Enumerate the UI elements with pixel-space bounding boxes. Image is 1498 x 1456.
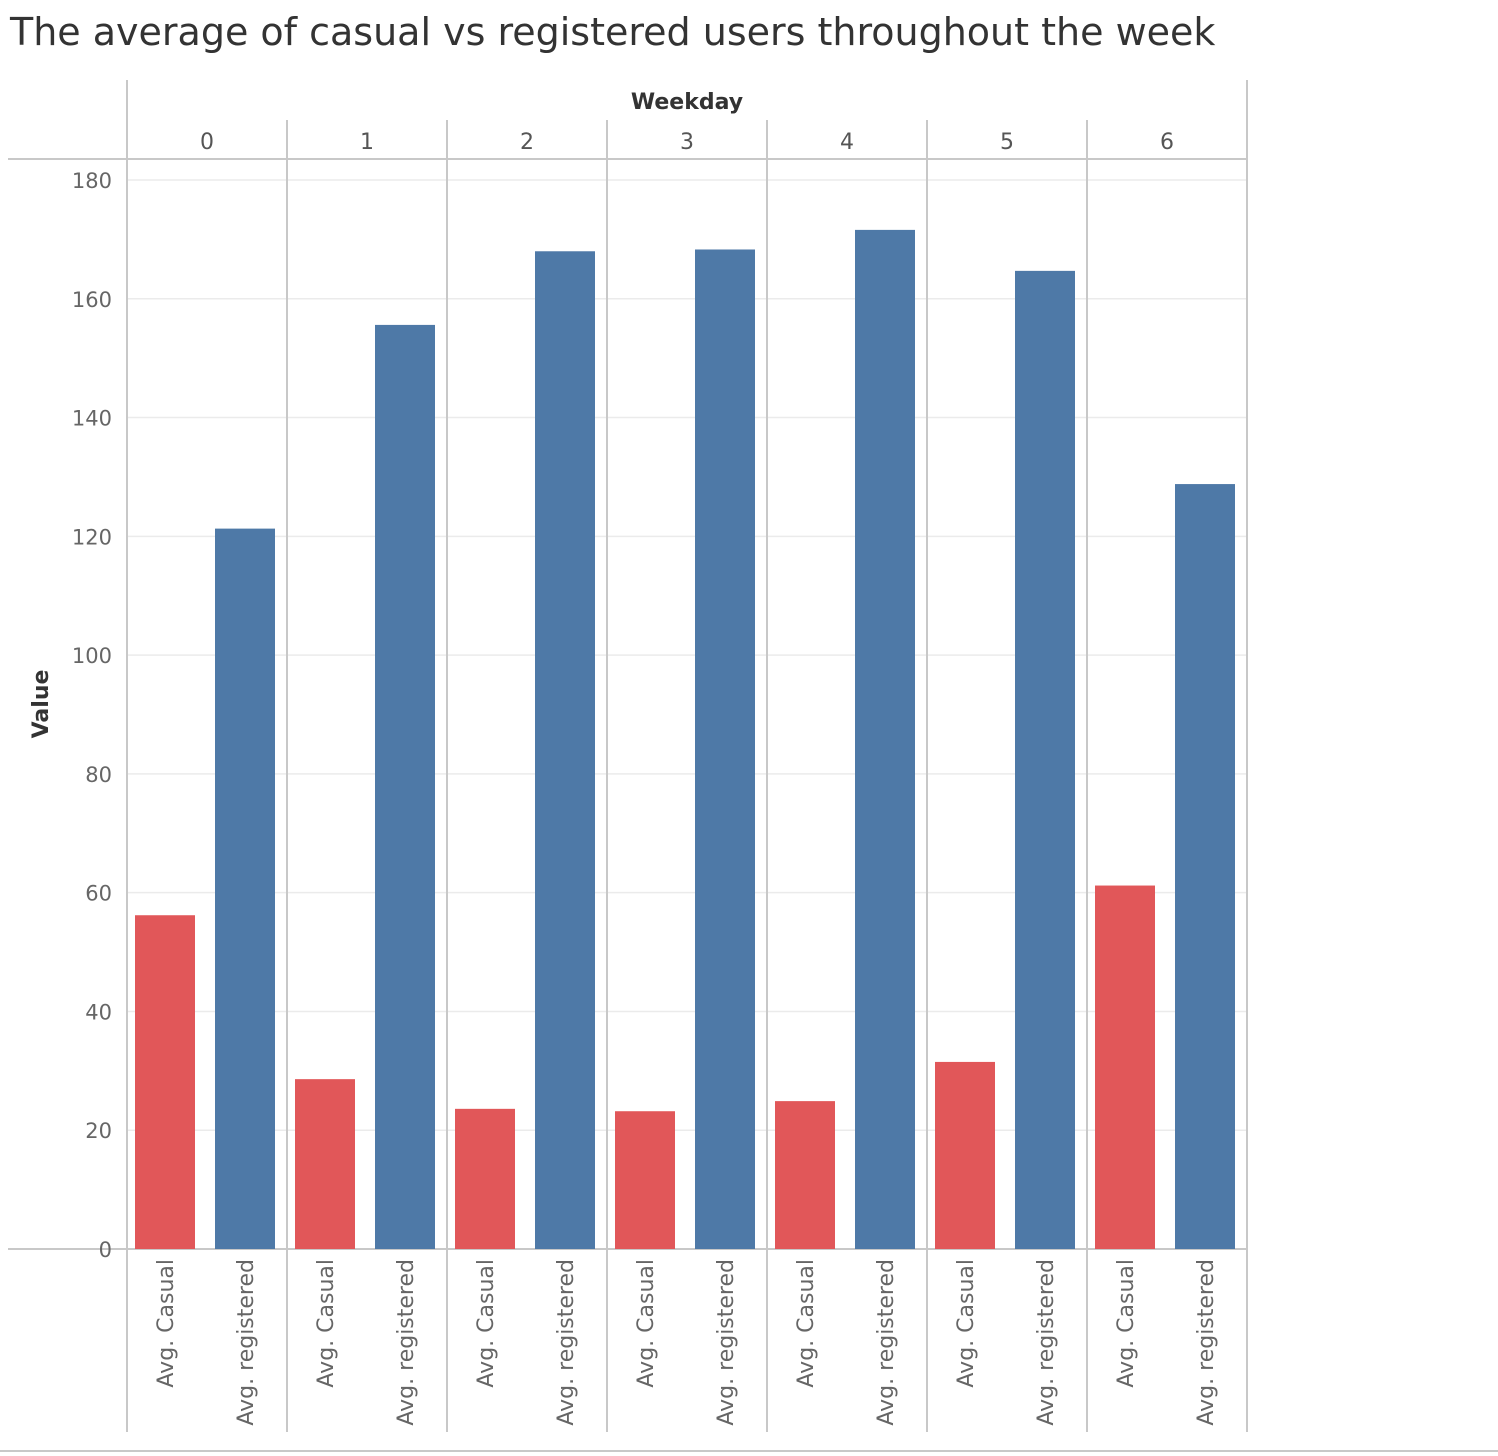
- bar-registered-weekday-3[interactable]: [695, 249, 755, 1250]
- y-tick-label: 180: [72, 169, 112, 193]
- y-tick-label: 80: [85, 763, 112, 787]
- y-tick-label: 160: [72, 288, 112, 312]
- measure-label: Avg. Casual: [1114, 1259, 1139, 1388]
- bar-registered-weekday-1[interactable]: [375, 324, 435, 1249]
- measure-label: Avg. Casual: [474, 1259, 499, 1388]
- measure-label: Avg. Casual: [154, 1259, 179, 1388]
- measure-label: Avg. registered: [1194, 1259, 1219, 1426]
- measure-label: Avg. Casual: [794, 1259, 819, 1388]
- bar-registered-weekday-6[interactable]: [1175, 484, 1235, 1249]
- y-tick-label: 40: [85, 1000, 112, 1024]
- y-tick-label: 0: [99, 1238, 112, 1262]
- bars: [135, 229, 1235, 1250]
- measure-label: Avg. Casual: [634, 1259, 659, 1388]
- bar-casual-weekday-5[interactable]: [935, 1061, 995, 1249]
- bar-registered-weekday-5[interactable]: [1015, 270, 1075, 1249]
- y-tick-label: 20: [85, 1119, 112, 1143]
- bar-casual-weekday-2[interactable]: [455, 1108, 515, 1249]
- bar-registered-weekday-2[interactable]: [535, 251, 595, 1249]
- measure-label: Avg. registered: [874, 1259, 899, 1426]
- y-tick-label: 140: [72, 407, 112, 431]
- y-axis-title: Value: [29, 670, 54, 739]
- bar-registered-weekday-0[interactable]: [215, 528, 275, 1249]
- weekday-header-4: 4: [840, 130, 854, 155]
- weekday-header-3: 3: [680, 130, 694, 155]
- y-axis: 0 20 40 60 80 100 120 140 160 180: [72, 169, 112, 1262]
- weekday-header-1: 1: [360, 130, 374, 155]
- bar-casual-weekday-6[interactable]: [1095, 885, 1155, 1249]
- measure-label: Avg. Casual: [314, 1259, 339, 1388]
- weekday-header-2: 2: [520, 130, 534, 155]
- bar-casual-weekday-1[interactable]: [295, 1079, 355, 1249]
- measure-labels: Avg. Casual Avg. registered Avg. Casual Avg…: [154, 1259, 1219, 1426]
- y-tick-label: 60: [85, 882, 112, 906]
- y-tick-label: 120: [72, 525, 112, 549]
- weekday-header-0: 0: [200, 130, 214, 155]
- bar-casual-weekday-0[interactable]: [135, 915, 195, 1249]
- bar-registered-weekday-4[interactable]: [855, 229, 915, 1250]
- bar-casual-weekday-4[interactable]: [775, 1101, 835, 1249]
- measure-label: Avg. registered: [394, 1259, 419, 1426]
- measure-label: Avg. registered: [554, 1259, 579, 1426]
- chart-title: The average of casual vs registered user…: [10, 10, 1216, 54]
- weekday-header-6: 6: [1160, 130, 1174, 155]
- weekday-headers: 0 1 2 3 4 5 6: [200, 130, 1174, 155]
- y-tick-label: 100: [72, 644, 112, 668]
- measure-label: Avg. Casual: [954, 1259, 979, 1388]
- bar-casual-weekday-3[interactable]: [615, 1111, 675, 1249]
- measure-label: Avg. registered: [234, 1259, 259, 1426]
- weekday-header-5: 5: [1000, 130, 1014, 155]
- column-header-title: Weekday: [631, 90, 743, 115]
- measure-label: Avg. registered: [714, 1259, 739, 1426]
- gridlines: [127, 179, 1247, 1131]
- measure-label: Avg. registered: [1034, 1259, 1059, 1426]
